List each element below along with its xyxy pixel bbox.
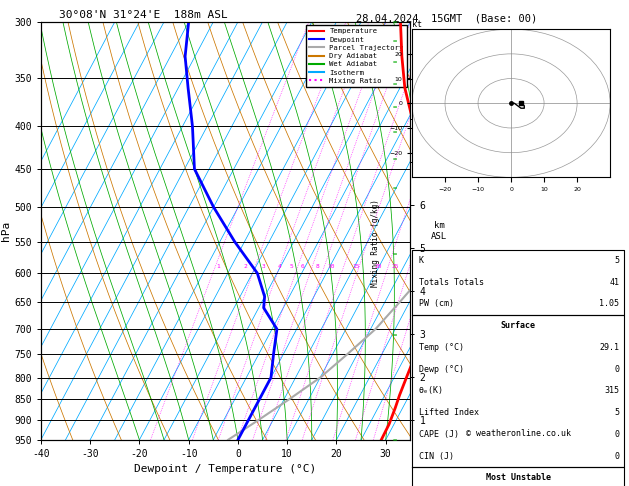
Text: © weatheronline.co.uk: © weatheronline.co.uk [465, 429, 571, 438]
Text: Mixing Ratio (g/kg): Mixing Ratio (g/kg) [371, 199, 380, 287]
Text: θₑ(K): θₑ(K) [419, 386, 444, 396]
Text: Most Unstable: Most Unstable [486, 473, 550, 483]
Text: 10: 10 [327, 264, 335, 269]
Text: K: K [419, 256, 424, 265]
Text: 41: 41 [610, 278, 620, 287]
Text: 5: 5 [615, 408, 620, 417]
Text: 6: 6 [301, 264, 304, 269]
Text: 0: 0 [615, 364, 620, 374]
Text: kt: kt [412, 20, 422, 29]
Text: =: = [393, 81, 397, 87]
Text: 4: 4 [277, 264, 281, 269]
Text: =: = [393, 19, 397, 25]
Text: =: = [393, 130, 397, 136]
Text: Surface: Surface [501, 321, 536, 330]
Text: 8: 8 [316, 264, 320, 269]
X-axis label: Dewpoint / Temperature (°C): Dewpoint / Temperature (°C) [135, 465, 317, 474]
Text: 1: 1 [216, 264, 220, 269]
Text: Totals Totals: Totals Totals [419, 278, 484, 287]
Text: 28.04.2024  15GMT  (Base: 00): 28.04.2024 15GMT (Base: 00) [356, 14, 537, 24]
Y-axis label: km
ASL: km ASL [431, 221, 447, 241]
Text: CAPE (J): CAPE (J) [419, 430, 459, 439]
Text: =: = [393, 437, 397, 443]
Legend: Temperature, Dewpoint, Parcel Trajectory, Dry Adiabat, Wet Adiabat, Isotherm, Mi: Temperature, Dewpoint, Parcel Trajectory… [306, 25, 407, 87]
Text: Lifted Index: Lifted Index [419, 408, 479, 417]
Text: =: = [393, 59, 397, 65]
Text: 0: 0 [615, 451, 620, 461]
Text: 315: 315 [604, 386, 620, 396]
Text: 2: 2 [243, 264, 247, 269]
Y-axis label: hPa: hPa [1, 221, 11, 241]
Text: 25: 25 [391, 264, 399, 269]
Text: 5: 5 [290, 264, 294, 269]
Text: =: = [393, 38, 397, 45]
Text: =: = [393, 186, 397, 191]
Text: 30°08'N 31°24'E  188m ASL: 30°08'N 31°24'E 188m ASL [59, 10, 228, 20]
Text: 1.05: 1.05 [599, 299, 620, 309]
Text: =: = [393, 252, 397, 258]
Text: 5: 5 [615, 256, 620, 265]
Text: =: = [393, 332, 397, 339]
Text: =: = [393, 156, 397, 162]
Text: CIN (J): CIN (J) [419, 451, 454, 461]
Text: =: = [393, 104, 397, 111]
Text: 0: 0 [615, 430, 620, 439]
Text: PW (cm): PW (cm) [419, 299, 454, 309]
Text: 3: 3 [262, 264, 265, 269]
Text: 20: 20 [374, 264, 382, 269]
Text: 15: 15 [352, 264, 360, 269]
Text: Temp (°C): Temp (°C) [419, 343, 464, 352]
Text: 29.1: 29.1 [599, 343, 620, 352]
Text: Dewp (°C): Dewp (°C) [419, 364, 464, 374]
